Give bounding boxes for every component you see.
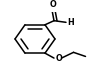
Text: O: O	[56, 54, 63, 63]
Text: O: O	[50, 0, 57, 9]
Text: H: H	[67, 18, 74, 27]
